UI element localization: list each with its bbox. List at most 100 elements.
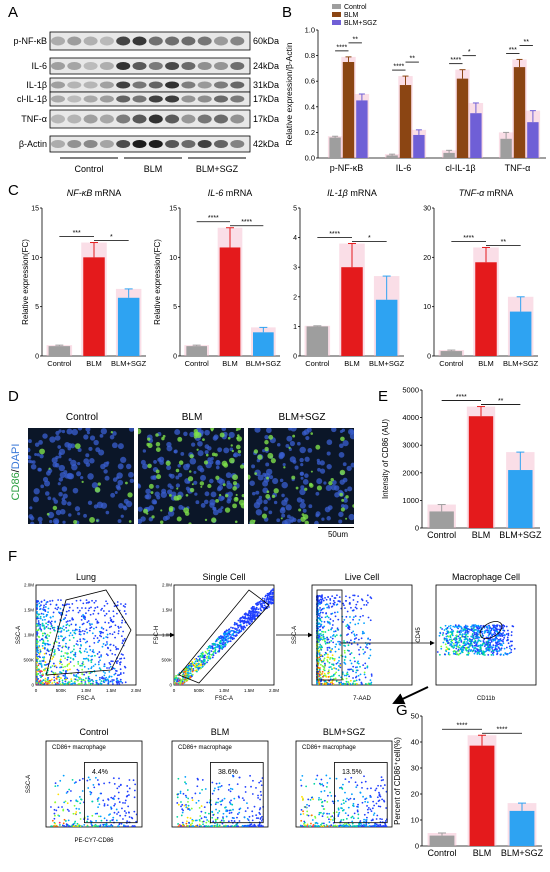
flow-event	[55, 603, 58, 606]
flow-event	[64, 673, 67, 676]
flow-event	[234, 630, 237, 633]
flow-event	[324, 637, 326, 640]
flow-event	[65, 825, 68, 828]
dapi-nucleus	[61, 486, 68, 492]
flow-event	[317, 670, 320, 673]
dapi-nucleus	[210, 491, 217, 498]
flow-event	[345, 625, 348, 628]
flow-event	[326, 656, 329, 659]
cd86-signal	[189, 487, 195, 493]
flow-event	[328, 825, 330, 828]
flow-event	[216, 823, 219, 826]
flow-event	[265, 600, 268, 602]
flow-event	[344, 655, 347, 658]
flow-event	[113, 673, 116, 676]
flow-event	[357, 803, 359, 806]
micro-label-blm: BLM	[181, 412, 203, 423]
dapi-nucleus	[300, 485, 305, 490]
flow-event	[40, 604, 42, 607]
flow-event	[362, 648, 364, 651]
flow-event	[382, 787, 384, 790]
flow-event	[65, 626, 68, 629]
flow-event	[81, 790, 84, 792]
flow-event	[346, 623, 349, 626]
cd86-signal	[235, 444, 241, 450]
cd86-signal	[261, 513, 268, 519]
flow-event	[485, 629, 488, 632]
flow-event	[338, 659, 340, 662]
flow-event	[79, 802, 82, 805]
flow-event	[227, 640, 230, 643]
flow-event	[466, 639, 469, 642]
cd86-signal	[219, 432, 225, 438]
flow-event	[369, 683, 372, 685]
flow-event	[46, 613, 49, 616]
flow-event	[251, 815, 254, 817]
sig-stars: ****	[463, 235, 474, 242]
flow-event	[505, 646, 508, 649]
flow-event	[341, 809, 344, 812]
dapi-nucleus	[193, 470, 197, 474]
flow-event	[60, 635, 62, 637]
flow-event	[321, 815, 324, 818]
flow-event	[86, 640, 89, 643]
blot-band	[148, 140, 163, 148]
flow-event	[53, 817, 56, 820]
cd86-signal	[233, 496, 239, 502]
flow-event	[243, 620, 245, 622]
flow-event	[259, 798, 261, 801]
flow-event	[465, 646, 467, 649]
flow-event	[233, 797, 236, 800]
flow-event	[346, 671, 349, 674]
flow-event	[229, 803, 232, 805]
flow-event	[369, 648, 372, 651]
flow-event	[368, 657, 370, 660]
flow-event	[330, 605, 333, 608]
flow-event	[480, 624, 482, 627]
flow-event	[196, 777, 199, 780]
flow-y-label: SSC-A	[16, 626, 22, 644]
flow-event	[86, 779, 89, 782]
flow-event	[358, 619, 361, 621]
flow-event	[71, 778, 74, 781]
dapi-nucleus	[297, 441, 301, 446]
flow-event	[247, 819, 250, 822]
flow-event	[471, 633, 474, 635]
flow-event	[117, 825, 120, 828]
flow-event	[47, 611, 49, 614]
flow-event	[246, 802, 248, 804]
flow-event	[113, 605, 116, 608]
flow-event	[463, 638, 466, 641]
cd86-signal	[254, 472, 258, 475]
flow-event	[367, 642, 369, 645]
flow-gate-title: Single Cell	[202, 572, 246, 582]
flow-event	[329, 683, 332, 685]
dapi-nucleus	[308, 504, 313, 509]
flow-event	[36, 624, 38, 627]
flow-event	[50, 825, 53, 828]
dapi-nucleus	[85, 428, 91, 432]
flow-event	[319, 676, 322, 679]
flow-event	[473, 637, 476, 640]
flow-event	[190, 667, 193, 669]
cd86-signal	[188, 470, 192, 473]
flow-event	[188, 662, 191, 665]
flow-event	[324, 674, 327, 677]
cd86-signal	[185, 493, 189, 497]
cd86-signal	[232, 474, 239, 481]
flow-event	[445, 637, 447, 640]
flow-event	[205, 816, 208, 819]
flow-event	[46, 649, 49, 652]
flow-event	[132, 779, 135, 782]
flow-event	[190, 662, 193, 665]
flow-event	[64, 670, 67, 673]
cd86-signal	[205, 453, 209, 457]
flow-event	[57, 635, 60, 638]
flow-event	[338, 656, 341, 659]
flow-event	[364, 682, 367, 685]
flow-event	[86, 631, 89, 634]
dapi-nucleus	[327, 505, 333, 510]
flow-event	[237, 624, 240, 627]
flow-event	[76, 640, 79, 643]
flow-event	[352, 630, 355, 633]
